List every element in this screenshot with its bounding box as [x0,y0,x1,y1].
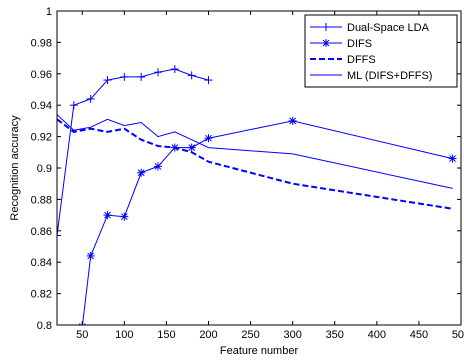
data-point [154,68,162,77]
data-point [86,94,95,103]
series-4 [57,114,453,189]
x-axis: 50 100 150 200 250 300 350 400 450 500 [76,11,464,341]
x-tick-label: 400 [368,329,386,341]
y-tick-label: 0.88 [31,194,52,206]
x-axis-label: Feature number [220,345,299,357]
data-point [204,134,213,143]
marker-stroke [137,169,145,177]
series-3 [57,118,453,210]
marker-stroke [188,144,196,151]
data-point [322,39,330,47]
data-point [187,71,196,80]
legend: Dual-Space LDA DIFS DFFS ML (DIFS+DFFS) [304,14,458,88]
data-point [86,251,95,260]
data-point [288,116,297,125]
x-tick-label: 50 [76,329,88,341]
series-line [57,68,209,236]
data-point [170,65,179,74]
series-1 [57,65,213,240]
data-point [154,162,162,171]
x-tick-label: 450 [410,329,428,341]
y-tick-label: 0.94 [31,100,52,112]
x-tick-label: 250 [241,329,259,341]
marker-stroke [87,252,95,260]
data-point [103,76,112,85]
data-point [204,76,213,85]
series-line [57,118,453,210]
legend-label: ML (DIFS+DFFS) [347,70,432,82]
data-point [137,72,146,81]
x-tick-label: 350 [326,329,344,341]
y-tick-label: 0.96 [31,69,52,81]
legend-label: Dual-Space LDA [347,22,430,34]
series-layer [57,65,457,325]
marker-stroke [120,213,128,221]
y-axis: 0.8 0.82 0.84 0.86 0.88 0.9 0.92 0.94 0.96 0.98 1 [31,6,461,332]
y-tick-label: 0.8 [37,320,52,332]
legend-label: DIFS [347,38,372,50]
data-point [57,231,61,240]
legend-label: DFFS [347,54,376,66]
y-tick-label: 0.82 [31,289,52,301]
marker-stroke [205,134,212,142]
y-axis-label: Recognition accuracy [9,115,21,221]
data-point [103,211,112,220]
series-line [57,114,453,189]
x-tick-label: 150 [157,329,175,341]
y-tick-label: 0.92 [31,132,52,144]
data-point [137,168,146,177]
data-point [448,154,457,163]
marker-stroke [104,211,111,219]
data-point [69,101,78,110]
x-tick-label: 500 [452,329,464,341]
y-tick-label: 0.9 [37,163,52,175]
marker-stroke [449,155,456,162]
y-tick-label: 0.86 [31,226,52,238]
x-tick-label: 300 [283,329,301,341]
x-tick-label: 100 [115,329,133,341]
data-point [120,72,129,81]
marker-stroke [322,39,330,47]
marker-stroke [154,163,162,170]
y-tick-label: 0.98 [31,37,52,49]
data-point [322,23,330,31]
y-tick-label: 1 [46,6,52,18]
marker-stroke [289,117,297,125]
x-tick-label: 200 [199,329,217,341]
data-point [187,143,196,152]
y-tick-label: 0.84 [31,257,52,269]
data-point [120,212,129,221]
